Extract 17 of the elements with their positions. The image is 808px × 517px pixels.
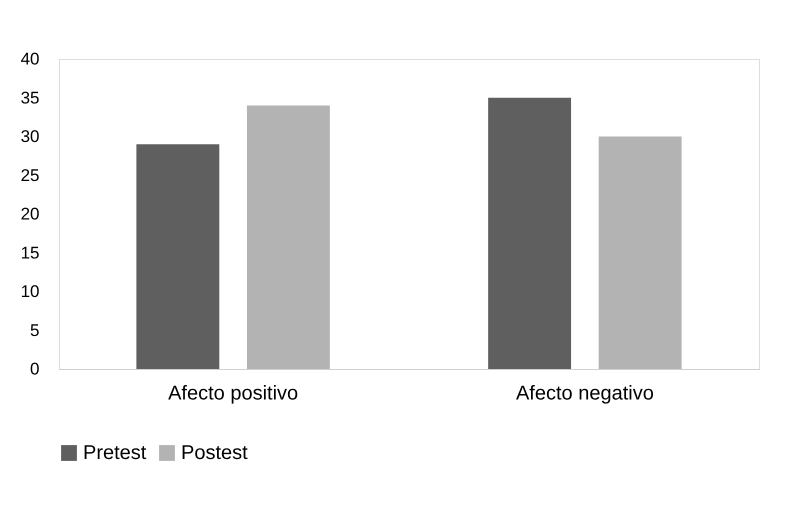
bar — [246, 106, 330, 369]
x-tick-label: Afecto negativo — [516, 382, 654, 404]
legend-label: Pretest — [83, 442, 147, 464]
bar — [488, 98, 572, 369]
y-tick-label: 35 — [20, 88, 40, 108]
y-tick-label: 40 — [20, 50, 40, 68]
y-tick-label: 15 — [20, 243, 40, 262]
legend-label: Postest — [181, 442, 248, 464]
y-tick-label: 10 — [20, 282, 40, 301]
y-tick-label: 20 — [20, 204, 40, 224]
y-tick-label: 30 — [20, 127, 40, 146]
bar — [598, 136, 682, 369]
y-tick-label: 25 — [20, 166, 40, 185]
x-tick-label: Afecto positivo — [168, 382, 298, 404]
bar — [136, 144, 220, 369]
y-tick-label: 0 — [30, 360, 40, 378]
y-tick-label: 5 — [30, 320, 40, 340]
